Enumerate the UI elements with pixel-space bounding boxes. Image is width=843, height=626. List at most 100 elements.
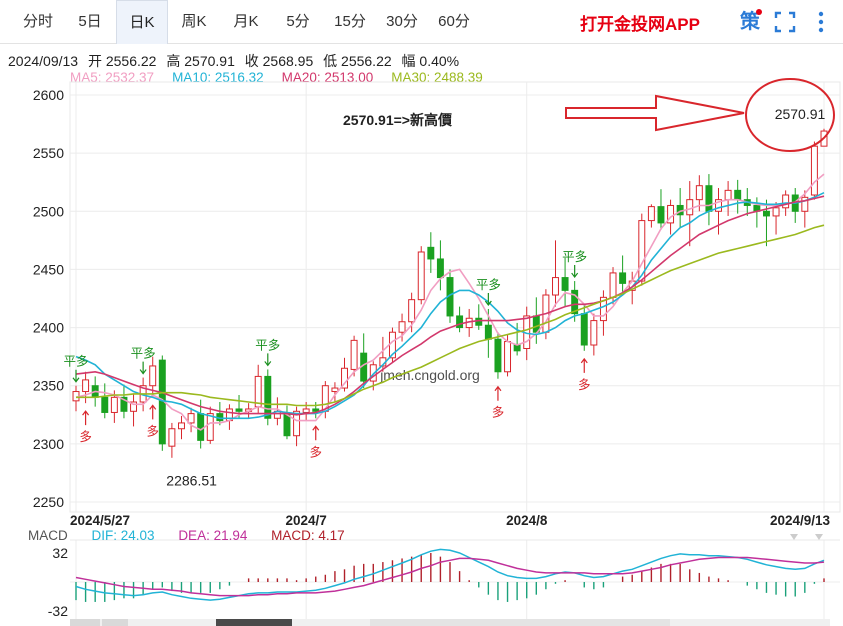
candle-body bbox=[494, 338, 502, 373]
info-high: 高 2570.91 bbox=[166, 53, 235, 69]
high-point-circle bbox=[745, 78, 835, 152]
candle-body bbox=[552, 277, 559, 296]
candle-body bbox=[609, 272, 617, 298]
signal-label: 平多 bbox=[255, 337, 280, 352]
candle-body bbox=[254, 375, 262, 408]
candle-body bbox=[782, 194, 790, 209]
info-close: 收 2568.95 bbox=[245, 53, 314, 69]
candle-body bbox=[264, 375, 272, 419]
tab-2[interactable]: 日K bbox=[116, 0, 168, 44]
ohlc-info-row: 2024/09/13 开 2556.22 高 2570.91 收 2568.95… bbox=[8, 51, 465, 71]
y-tick-label: 2350 bbox=[33, 378, 64, 394]
tab-7[interactable]: 30分 bbox=[386, 13, 418, 30]
period-tab-bar: 分时 5日 日K 周K 月K 5分 15分 30分 60分 打开金投网APP 策 bbox=[0, 0, 843, 44]
more-icon[interactable] bbox=[808, 9, 834, 35]
candle-body bbox=[82, 379, 90, 393]
candle-body bbox=[120, 396, 128, 412]
signal-arrow-down bbox=[139, 361, 147, 375]
macd-dif-label: DIF: 24.03 bbox=[91, 528, 155, 543]
signal-label: 多 bbox=[146, 423, 159, 438]
tab-0[interactable]: 分时 bbox=[22, 13, 53, 30]
candle-body bbox=[705, 185, 713, 212]
macd-dif-line bbox=[75, 548, 825, 601]
candle-body bbox=[475, 317, 483, 326]
ma-line-ma5 bbox=[75, 173, 825, 431]
collapse-icon bbox=[790, 534, 798, 540]
candle-body bbox=[801, 196, 809, 212]
candle-body bbox=[695, 185, 703, 201]
candle-body bbox=[149, 365, 157, 387]
candle-body bbox=[235, 408, 243, 412]
ma-line-ma10 bbox=[75, 191, 825, 420]
y-tick-label: 2450 bbox=[33, 261, 64, 277]
candle-body bbox=[657, 206, 665, 224]
tab-5[interactable]: 5分 bbox=[286, 13, 310, 30]
ma-line-ma20 bbox=[75, 195, 825, 416]
candle-body bbox=[715, 199, 722, 212]
ma-legend-item: MA5: 2532.37 bbox=[70, 70, 155, 85]
time-scrollbar[interactable] bbox=[70, 619, 830, 626]
candle-body bbox=[178, 422, 185, 430]
candle-body bbox=[762, 210, 770, 217]
open-app-link[interactable]: 打开金投网APP bbox=[580, 15, 700, 34]
candle-body bbox=[772, 207, 780, 217]
macd-dea-line bbox=[75, 556, 825, 597]
candle-body bbox=[302, 408, 310, 413]
close-value: 2568.95 bbox=[262, 53, 314, 69]
x-tick-label: 2024/5/27 bbox=[70, 513, 130, 528]
signal-arrow-up bbox=[494, 385, 502, 401]
scrollbar-thumb[interactable] bbox=[216, 619, 292, 626]
signal-label: 多 bbox=[79, 429, 92, 444]
signal-arrow-up bbox=[580, 357, 588, 373]
notification-dot bbox=[756, 9, 762, 15]
candle-body bbox=[810, 145, 818, 196]
candle-body bbox=[312, 408, 320, 412]
signal-label: 平多 bbox=[476, 277, 501, 292]
high-value: 2570.91 bbox=[184, 53, 235, 69]
annotation-arrow bbox=[565, 94, 745, 132]
x-tick-label: 2024/7 bbox=[286, 513, 327, 528]
signal-label: 平多 bbox=[562, 249, 587, 264]
tab-3[interactable]: 周K bbox=[181, 13, 207, 30]
macd-value-label: MACD: 4.17 bbox=[271, 528, 345, 543]
candle-body bbox=[504, 341, 512, 373]
fullscreen-icon[interactable] bbox=[772, 9, 798, 35]
ma-legend: MA5: 2532.37 MA10: 2516.32 MA20: 2513.00 MA… bbox=[70, 70, 501, 85]
x-tick-label: 2024/8 bbox=[506, 513, 548, 528]
signal-arrow-down bbox=[571, 265, 579, 279]
period-tabs: 分时 5日 日K 周K 月K 5分 15分 30分 60分 bbox=[12, 0, 480, 44]
signal-arrow-up bbox=[82, 410, 90, 426]
macd-y-tick-label: -32 bbox=[48, 603, 68, 619]
x-tick-label: 2024/9/13 bbox=[770, 513, 831, 528]
macd-y-tick-label: 32 bbox=[52, 545, 68, 561]
expand-icon bbox=[815, 534, 823, 540]
ma-line-ma30 bbox=[76, 224, 825, 407]
y-tick-label: 2500 bbox=[33, 203, 64, 219]
tab-4[interactable]: 月K bbox=[233, 13, 259, 30]
candle-body bbox=[101, 396, 109, 413]
tab-6[interactable]: 15分 bbox=[334, 13, 366, 30]
macd-legend: MACD DIF: 24.03 DEA: 21.94 MACD: 4.17 bbox=[28, 528, 365, 543]
signal-arrow-down bbox=[484, 292, 492, 306]
candle-body bbox=[724, 189, 732, 201]
scrollbar-left-button[interactable] bbox=[70, 619, 100, 626]
y-tick-label: 2300 bbox=[33, 436, 64, 452]
scrollbar-right-button[interactable] bbox=[102, 619, 128, 626]
y-tick-label: 2550 bbox=[33, 145, 64, 161]
close-label: 收 bbox=[244, 53, 259, 69]
candle-body bbox=[456, 315, 464, 329]
signal-label: 多 bbox=[492, 405, 505, 420]
strategy-icon[interactable]: 策 bbox=[740, 11, 760, 33]
candle-body bbox=[331, 387, 339, 393]
tab-1[interactable]: 5日 bbox=[78, 13, 102, 30]
open-label: 开 bbox=[87, 53, 102, 69]
macd-dea-label: DEA: 21.94 bbox=[178, 528, 248, 543]
new-high-annotation: 2570.91=>新高價 bbox=[343, 112, 453, 128]
signal-label: 平多 bbox=[131, 346, 156, 361]
tab-8[interactable]: 60分 bbox=[438, 13, 470, 30]
signal-arrow-down bbox=[264, 353, 272, 367]
change-value: 0.40% bbox=[419, 53, 460, 69]
high-point-label: 2570.91 bbox=[775, 106, 826, 122]
